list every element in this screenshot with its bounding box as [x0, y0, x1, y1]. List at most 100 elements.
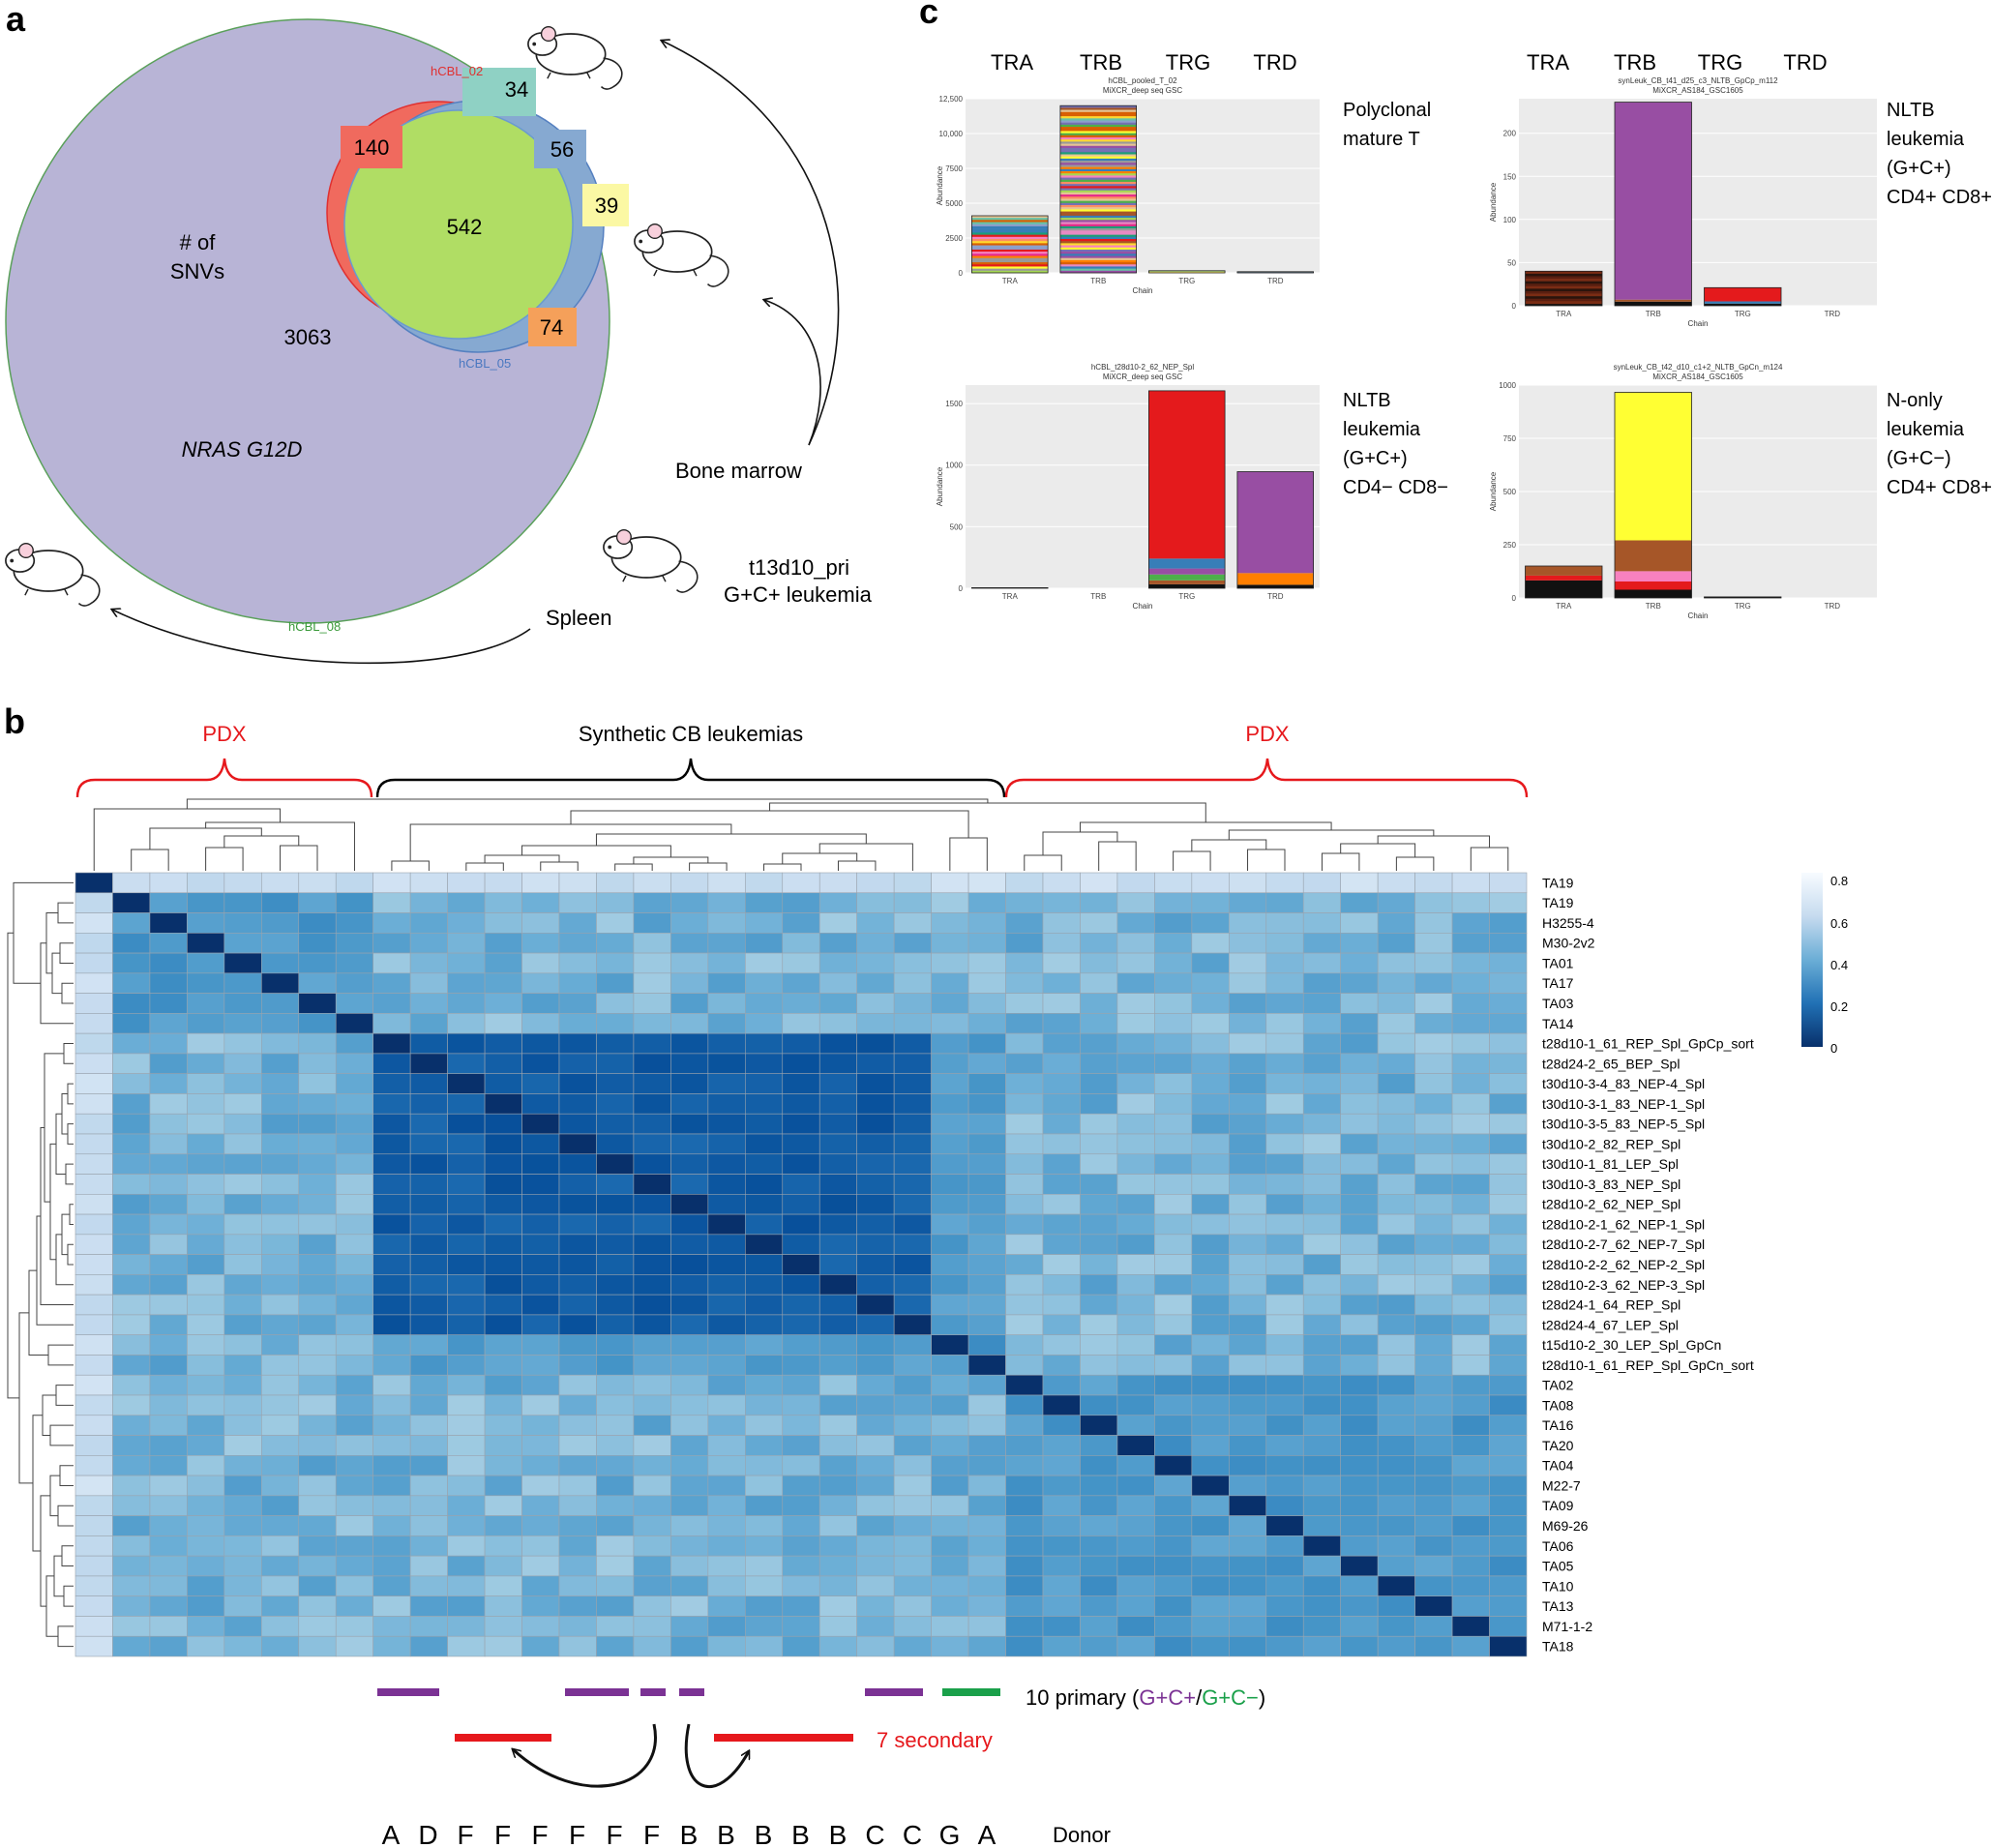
heatmap-cell	[74, 1616, 113, 1637]
chart-bar-segment	[1059, 118, 1137, 121]
heatmap-cell	[1302, 1495, 1341, 1516]
heatmap-cell	[1154, 1254, 1193, 1275]
heatmap-cell	[1229, 1575, 1267, 1596]
heatmap-cell	[596, 1113, 635, 1135]
heatmap-cell	[409, 1515, 448, 1536]
heatmap-cell	[372, 972, 411, 994]
heatmap-cell	[298, 1475, 337, 1497]
heatmap-cell	[484, 1032, 522, 1055]
heatmap-cell	[521, 892, 560, 913]
heatmap-cell	[1042, 1575, 1081, 1596]
heatmap-cell	[1229, 1455, 1267, 1476]
heatmap-cell	[261, 993, 300, 1014]
chart-bar-segment	[1059, 266, 1137, 269]
heatmap-row-label: TA08	[1542, 1397, 1574, 1413]
heatmap-cell	[967, 1174, 1006, 1195]
heatmap-cell	[1154, 1495, 1193, 1516]
heatmap-cell	[1005, 1032, 1044, 1055]
heatmap-cell	[1080, 1174, 1118, 1195]
heatmap-cell	[409, 892, 448, 913]
heatmap-row-label: t28d10-2-3_62_NEP-3_Spl	[1542, 1277, 1705, 1293]
arrow-secondary-right	[684, 1723, 749, 1788]
heatmap-cell	[818, 1254, 857, 1275]
heatmap-cell	[1340, 1475, 1379, 1497]
heatmap-cell	[335, 1435, 373, 1456]
heatmap-cell	[223, 1575, 262, 1596]
heatmap-cell	[372, 1495, 411, 1516]
heatmap-cell	[1489, 1334, 1528, 1356]
heatmap-cell	[1191, 972, 1230, 994]
heatmap-cell	[818, 1032, 857, 1055]
heatmap-cell	[149, 1535, 188, 1557]
heatmap-cell	[1191, 1616, 1230, 1637]
heatmap-cell	[409, 1294, 448, 1316]
heatmap-cell	[261, 1435, 300, 1456]
heatmap-cell	[1451, 952, 1490, 974]
heatmap-cell	[447, 1174, 486, 1195]
heatmap-cell	[707, 1355, 746, 1376]
heatmap-cell	[967, 1334, 1006, 1356]
heatmap-cell	[112, 912, 151, 934]
heatmap-cell	[74, 1194, 113, 1215]
heatmap-cell	[745, 993, 784, 1014]
heatmap-cell	[558, 1515, 597, 1536]
heatmap-cell	[261, 892, 300, 913]
heatmap-cell	[1229, 1374, 1267, 1396]
heatmap-cell	[223, 1635, 262, 1657]
heatmap-cell	[967, 933, 1006, 954]
chart-bar-tra	[971, 215, 1049, 274]
chart-bar-tra	[1525, 270, 1603, 307]
heatmap-cell	[1116, 1575, 1155, 1596]
chart-bar-segment	[1059, 141, 1137, 144]
heatmap-cell	[1489, 1394, 1528, 1416]
heatmap-cell	[298, 1314, 337, 1335]
chart-bar-segment	[1059, 234, 1137, 238]
heatmap-cell	[1414, 912, 1453, 934]
heatmap-cell	[447, 1334, 486, 1356]
heatmap-cell	[1302, 933, 1341, 954]
dendrogram-branch	[65, 1163, 74, 1185]
heatmap-row-label: TA09	[1542, 1498, 1574, 1513]
venn-patch-blue	[534, 130, 586, 168]
heatmap-cell	[223, 1535, 262, 1557]
chart-bar-segment	[1704, 301, 1781, 304]
heatmap-cell	[298, 892, 337, 913]
heatmap-cell	[74, 1294, 113, 1316]
heatmap-cell	[1154, 993, 1193, 1014]
heatmap-cell	[1080, 1314, 1118, 1335]
heatmap-cell	[409, 1535, 448, 1557]
heatmap-cell	[1080, 1213, 1118, 1236]
heatmap-cell	[1080, 1133, 1118, 1155]
heatmap-cell	[521, 912, 560, 934]
heatmap-cell	[818, 1394, 857, 1416]
primary-marker-bars	[377, 1688, 1000, 1696]
heatmap-cell	[1005, 993, 1044, 1014]
heatmap-cell	[782, 1455, 820, 1476]
heatmap-cell	[1414, 952, 1453, 974]
scale-tick-08: 0.8	[1830, 874, 1848, 888]
chart-ytick-label: 0	[1512, 594, 1517, 603]
heatmap-cell	[745, 1113, 784, 1135]
chart-bar-segment	[1059, 190, 1137, 194]
heatmap-cell	[1116, 952, 1155, 974]
dendrogram-branch	[63, 1043, 74, 1064]
chart-bar-outline	[971, 587, 1049, 589]
heatmap-cell	[1265, 1194, 1304, 1215]
heatmap-cell	[74, 1394, 113, 1416]
heatmap-cell	[633, 1314, 671, 1335]
heatmap-cell	[521, 1194, 560, 1215]
heatmap-cell	[335, 1234, 373, 1255]
heatmap-cell	[335, 912, 373, 934]
chart-bar-segment	[1059, 253, 1137, 256]
heatmap-row-label: t30d10-3-1_83_NEP-1_Spl	[1542, 1096, 1705, 1112]
heatmap-cell	[112, 1595, 151, 1617]
heatmap-cell	[633, 933, 671, 954]
heatmap-cell	[707, 1174, 746, 1195]
heatmap-cell	[782, 1174, 820, 1195]
heatmap-cell	[1265, 1234, 1304, 1255]
heatmap-cell	[149, 872, 188, 894]
heatmap-cell	[558, 1595, 597, 1617]
heatmap-cell	[1340, 1575, 1379, 1596]
heatmap-cell	[893, 1113, 932, 1135]
heatmap-cell	[931, 1093, 969, 1115]
